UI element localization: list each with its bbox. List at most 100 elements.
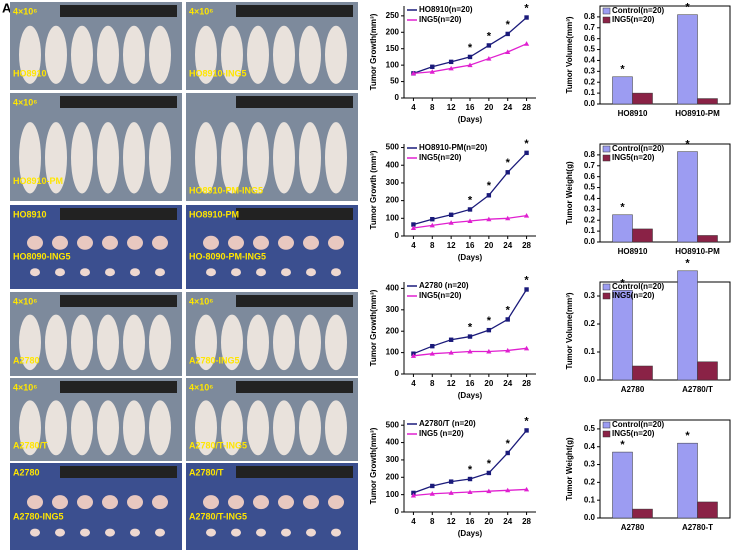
ruler — [236, 295, 353, 307]
mouse — [45, 122, 67, 194]
significance: * — [524, 415, 529, 427]
x-tick-label: 12 — [447, 517, 456, 526]
y-tick-label: 0.4 — [584, 442, 596, 451]
mouse — [19, 25, 41, 84]
y-tick-label: 0 — [395, 369, 400, 378]
tumor — [27, 235, 43, 250]
y-axis-label: Tumor Volume(mm³) — [565, 16, 574, 93]
y-tick-label: 0.3 — [584, 66, 596, 75]
tumor — [231, 268, 241, 277]
bar — [697, 501, 718, 519]
photo-label: A2780-ING5 — [189, 355, 240, 365]
significance: * — [468, 42, 473, 54]
y-tick-label: 100 — [386, 60, 400, 69]
marker — [505, 487, 511, 493]
y-tick-label: 500 — [386, 143, 400, 152]
legend-label: HO8910-PM(n=20) — [419, 143, 488, 152]
tumor — [55, 268, 65, 277]
x-tick-label: 20 — [484, 103, 493, 112]
photo-label: HO8910 — [13, 209, 47, 219]
y-tick-label: 250 — [386, 11, 400, 20]
photo-label: HO8910 — [13, 69, 47, 79]
bar — [697, 235, 718, 243]
x-tick-label: 24 — [503, 517, 512, 526]
tumor — [102, 235, 118, 250]
tumor — [281, 528, 291, 537]
x-tick-label: 12 — [447, 103, 456, 112]
mouse — [195, 400, 217, 456]
ruler — [236, 96, 353, 108]
x-tick-label: 12 — [447, 241, 456, 250]
significance: * — [468, 321, 473, 333]
x-axis-label: (Days) — [458, 115, 483, 124]
ruler — [60, 466, 177, 478]
tumor — [155, 528, 165, 537]
mouse — [221, 400, 243, 456]
legend-swatch — [602, 16, 611, 24]
marker — [448, 212, 454, 217]
tumor — [203, 235, 219, 250]
legend-swatch — [602, 430, 611, 438]
significance: * — [468, 464, 473, 476]
tumor — [77, 495, 93, 510]
x-tick-label: 28 — [522, 379, 531, 388]
plot-frame — [599, 143, 731, 243]
mouse — [71, 314, 93, 371]
y-axis-label: Tumor Growth (mm³) — [369, 150, 378, 229]
marker — [523, 213, 530, 218]
y-tick-label: 200 — [386, 196, 400, 205]
marker — [486, 55, 492, 61]
x-axis-label: (Days) — [458, 529, 483, 538]
legend-label: HO8910(n=20) — [419, 5, 473, 14]
y-tick-label: 0.5 — [584, 424, 596, 433]
legend-label: A2780/T (n=20) — [419, 419, 476, 428]
ruler — [236, 466, 353, 478]
tumor — [228, 235, 244, 250]
photo-label: HO8910-PM-ING5 — [189, 185, 263, 195]
mouse — [273, 122, 295, 194]
marker — [524, 287, 529, 292]
tumor — [306, 528, 316, 537]
y-tick-label: 0.3 — [584, 204, 596, 213]
photo-label: HO8090-ING5 — [13, 251, 71, 261]
tumor — [328, 235, 344, 250]
y-axis-label: Tumor Weight(g) — [565, 437, 574, 501]
mouse — [45, 25, 67, 84]
legend-label: Control(n=20) — [612, 282, 665, 291]
y-tick-label: 0.6 — [584, 172, 596, 181]
tumor — [102, 495, 118, 510]
photo-label: A2780/T-ING5 — [189, 511, 247, 521]
legend-label: ING5(n=20) — [612, 291, 655, 300]
legend-label: ING5(n=20) — [612, 15, 655, 24]
y-tick-label: 0.2 — [584, 477, 596, 486]
marker — [505, 215, 511, 221]
plot-frame — [599, 419, 731, 519]
mouse — [195, 314, 217, 371]
tumor — [331, 528, 341, 537]
mouse — [299, 314, 321, 371]
y-tick-label: 0.5 — [584, 183, 596, 192]
mouse — [45, 314, 67, 371]
bar — [677, 270, 698, 381]
tumor — [105, 528, 115, 537]
mouse — [273, 400, 295, 456]
x-tick-label: 24 — [503, 103, 512, 112]
y-axis-label: Tumor Growth(mm³) — [369, 13, 378, 90]
mouse — [149, 25, 171, 84]
significance: * — [487, 180, 492, 192]
tumor — [105, 268, 115, 277]
significance: * — [524, 2, 529, 14]
y-tick-label: 300 — [386, 305, 400, 314]
significance: * — [468, 194, 473, 206]
marker — [467, 348, 473, 354]
legend-swatch — [602, 154, 611, 162]
marker — [411, 490, 416, 496]
mouse — [19, 314, 41, 371]
marker — [448, 490, 454, 495]
x-tick-label: HO8910 — [618, 109, 648, 118]
y-tick-label: 300 — [386, 178, 400, 187]
marker — [430, 483, 435, 489]
y-tick-label: 0.5 — [584, 45, 596, 54]
marker — [467, 207, 473, 212]
x-tick-label: 4 — [411, 379, 416, 388]
